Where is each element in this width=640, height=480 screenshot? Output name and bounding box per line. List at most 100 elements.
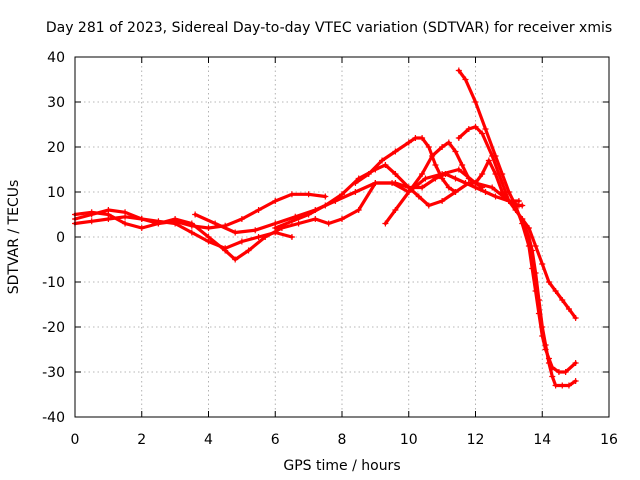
chart-title: Day 281 of 2023, Sidereal Day-to-day VTE… [46,20,612,36]
data-point [482,189,489,195]
data-point [405,189,412,195]
data-point [489,184,496,191]
data-point [232,229,239,236]
data-point [352,180,359,186]
data-point [532,288,539,294]
y-tick-label: 10 [47,185,65,201]
data-point [325,220,332,227]
data-point [188,229,195,236]
data-point [519,202,526,209]
data-point [238,238,245,245]
data-point [439,175,446,182]
data-point [545,355,552,362]
data-point [505,189,512,195]
data-point [262,234,269,240]
data-point [552,382,559,389]
data-point [552,288,559,294]
data-point [255,207,262,213]
data-point [465,175,472,182]
data-point [529,265,536,272]
data-point [432,175,439,182]
data-point [232,256,239,263]
data-point [155,220,162,227]
data-point [452,175,459,182]
series-sat-e [272,162,486,231]
data-point [372,180,379,186]
series-line [73,192,327,230]
data-point [382,162,389,168]
data-point [392,171,399,177]
data-point [549,373,556,380]
series-sat-f [352,135,459,195]
data-point [565,382,572,389]
data-point [462,76,469,83]
data-point [245,247,252,254]
data-point [255,234,262,240]
series-sat-h [455,123,579,389]
data-point [439,198,446,204]
data-point [405,139,412,146]
x-tick-label: 16 [600,432,618,448]
data-point [532,243,539,249]
data-point [88,209,95,216]
data-point [392,207,399,213]
y-tick-label: 40 [47,50,65,66]
data-point [352,189,359,195]
series-line [457,125,578,388]
data-point [212,220,219,227]
data-point [465,126,472,132]
data-point [479,171,486,177]
y-tick-label: -30 [42,365,65,381]
data-point [472,99,479,105]
data-point [452,189,459,195]
data-point [105,211,112,218]
data-point [412,135,419,141]
data-point [192,211,199,218]
y-tick-label: -40 [42,410,65,426]
data-point [422,175,429,182]
data-point [172,216,179,222]
data-point [512,202,519,209]
data-point [542,346,549,353]
data-point [555,369,562,375]
data-point [572,360,579,366]
axis-ticks: 0 2 4 6 8 10 12 14 16 -40 -30 -20 -10 0 10 20 30 40 [42,50,618,448]
data-point [222,247,229,254]
data-point [479,184,486,191]
data-point [572,378,579,384]
data-point [432,162,439,168]
series-layer [72,67,579,389]
series-line [193,172,521,235]
data-point [379,157,386,164]
data-point [459,162,466,168]
data-point [288,191,295,198]
data-point [305,211,312,218]
data-point [472,180,479,186]
data-point [252,227,259,234]
x-tick-label: 12 [467,432,485,448]
data-point [295,220,302,227]
x-tick-label: 4 [204,432,213,448]
data-point [492,193,499,200]
data-point [492,153,499,159]
data-point [572,315,579,321]
y-tick-label: -20 [42,320,65,336]
data-point [442,171,449,177]
data-point [312,216,319,222]
data-point [562,369,569,375]
data-point [419,171,426,177]
data-point [205,234,212,240]
series-sat-i [455,67,579,375]
series-sat-b [72,213,295,252]
data-point [515,198,522,204]
data-point [205,225,212,231]
series-sat-c [72,166,522,263]
x-tick-label: 6 [271,432,280,448]
series-sat-g [382,139,526,227]
data-point [392,180,399,186]
data-point [322,202,329,209]
data-point [138,216,145,222]
y-tick-label: 30 [47,95,65,111]
data-point [305,191,312,198]
